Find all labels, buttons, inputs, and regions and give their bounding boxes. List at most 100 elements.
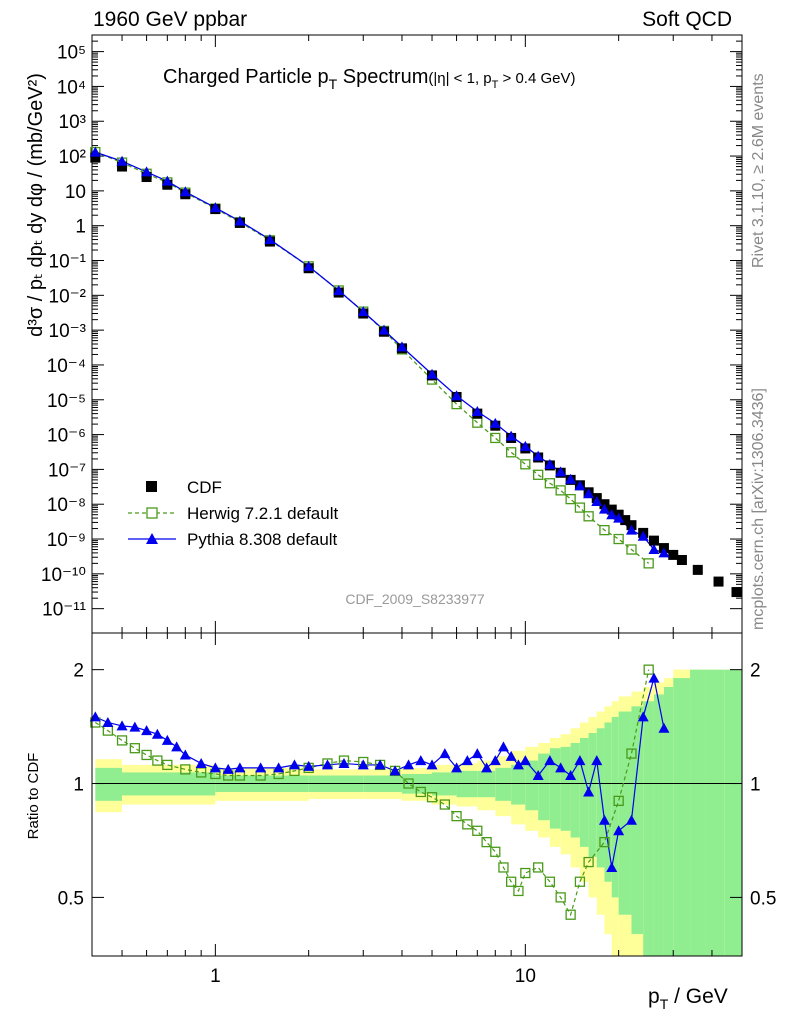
ratio-pythia-point: [426, 759, 438, 770]
ratio-herwig-point: [555, 892, 566, 903]
pythia-point: [378, 324, 390, 335]
pythia-point: [426, 368, 438, 379]
pythia-line: [95, 151, 665, 554]
pythia-point: [209, 202, 221, 213]
ratio-ytick-label-left: 2: [73, 661, 84, 682]
ratio-pythia-point: [512, 759, 524, 770]
pythia-point: [303, 260, 315, 271]
herwig-line: [95, 151, 650, 564]
herwig-point: [599, 524, 610, 536]
pythia-point: [116, 155, 128, 166]
main-ylabel: d³σ / pₜ dpₜ dy dφ / (mb/GeV²): [25, 73, 47, 337]
ratio-herwig-point: [498, 862, 509, 873]
ratio-band-inner: [511, 764, 526, 805]
ratio-ylabel: Ratio to CDF: [25, 753, 42, 840]
pythia-point: [234, 215, 246, 226]
ratio-herwig-point: [544, 876, 556, 887]
ratio-herwig-point: [451, 810, 462, 822]
herwig-point: [490, 432, 501, 444]
ratio-herwig-point: [415, 786, 426, 798]
ratio-pythia-point: [519, 755, 531, 766]
main-ytick-label: 10⁻⁸: [47, 495, 86, 516]
ratio-band-inner: [570, 742, 580, 838]
ratio-pythia-point: [151, 728, 163, 739]
ratio-herwig-point: [462, 819, 473, 830]
ratio-pythia-point: [481, 762, 493, 773]
ratio-pythia-point: [565, 770, 577, 781]
ratio-pythia-point: [374, 759, 386, 770]
ratio-ytick-label-left: 1: [73, 775, 84, 796]
pythia-point: [451, 390, 463, 401]
main-ytick-label: 10³: [59, 112, 86, 133]
ratio-pythia-point: [574, 755, 586, 766]
main-ytick-label: 1: [75, 217, 86, 238]
ratio-band-inner: [95, 767, 123, 801]
ratio-pythia-point: [255, 762, 267, 773]
ratio-xtick-label: 1: [210, 966, 221, 987]
ratio-herwig-point: [426, 792, 438, 803]
ratio-pythia-point: [338, 757, 350, 768]
pythia-point: [606, 509, 618, 520]
pythia-point: [648, 544, 660, 555]
ratio-pythia-point: [161, 734, 173, 745]
pythia-point: [591, 495, 603, 506]
pythia-point: [471, 406, 483, 417]
ratio-pythia-point: [637, 711, 649, 722]
ratio-herwig-point: [613, 795, 624, 806]
pythia-point: [357, 306, 369, 317]
pythia-point: [658, 547, 670, 558]
ratio-herwig-point: [116, 735, 128, 746]
legend-herwig-marker: [146, 507, 158, 519]
ratio-ytick-label-right: 1: [750, 775, 761, 796]
ratio-pythia-point: [606, 861, 618, 872]
pythia-point: [264, 234, 276, 245]
ratio-band-inner: [538, 753, 550, 821]
pythia-point: [544, 458, 556, 469]
main-ytick-label: 10⁴: [57, 77, 86, 98]
ratio-xtick-label: 10: [515, 966, 536, 987]
ratio-band-inner: [596, 728, 605, 868]
ratio-herwig-point: [505, 876, 517, 887]
ratio-band-inner: [579, 737, 589, 847]
ratio-pythia-point: [129, 721, 141, 732]
ratio-herwig-point: [583, 856, 594, 868]
ratio-band-inner: [611, 716, 619, 898]
ratio-band-inner: [724, 669, 742, 956]
pythia-point: [625, 524, 637, 535]
herwig-point: [520, 459, 531, 470]
cdf-point: [648, 535, 659, 546]
pythia-point: [333, 285, 345, 296]
ratio-herwig-point: [472, 825, 483, 836]
ratio-band-inner: [653, 694, 664, 956]
ratio-band-inner: [604, 722, 612, 882]
pythia-point: [89, 146, 101, 157]
ratio-pythia-point: [389, 765, 401, 776]
ratio-pythia-point: [648, 672, 660, 683]
ratio-ytick-label-right: 0.5: [750, 888, 776, 909]
ratio-pythia-point: [179, 749, 191, 760]
main-ytick-label: 10⁻²: [49, 286, 87, 307]
ratio-band-inner: [673, 678, 691, 956]
ratio-xlabel: pT / GeV: [648, 985, 728, 1012]
main-panel: 10⁵ 10⁴ 10³ 10² 10 1 10⁻¹ 10⁻² 10⁻³ 10⁻⁴ 10⁻⁵ 10⁻⁶ 1…: [25, 34, 743, 634]
pythia-point: [583, 488, 595, 499]
ratio-pythia-point: [497, 741, 509, 752]
ratio-pythia-point: [222, 763, 234, 774]
legend-cdf-label: CDF: [187, 478, 222, 497]
cdf-point: [713, 576, 724, 587]
ratio-band-inner: [643, 701, 654, 956]
ratio-pythia-point: [439, 748, 451, 759]
ratio-pythia-point: [415, 755, 427, 766]
pythia-point: [505, 430, 517, 441]
pythia-point: [555, 466, 567, 477]
ratio-pythia-point: [273, 762, 285, 773]
ratio-pythia-point: [234, 762, 246, 773]
cdf-point: [692, 564, 703, 575]
ratio-herwig-point: [162, 759, 173, 771]
ratio-pythia-point: [321, 759, 333, 770]
main-ytick-label: 10⁻⁴: [47, 356, 86, 377]
pythia-point: [489, 417, 501, 428]
herwig-point: [544, 478, 556, 489]
pythia-point: [519, 440, 531, 451]
